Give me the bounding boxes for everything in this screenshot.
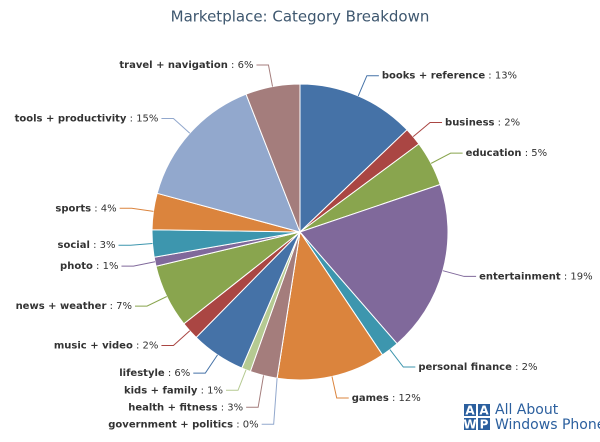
pie-slice <box>276 230 384 381</box>
category-label: kids + family <box>124 385 198 396</box>
value-label: : 0% <box>233 419 259 430</box>
category-label: sports <box>55 203 91 214</box>
data-label: health + fitness : 3% <box>128 402 243 413</box>
connector <box>412 122 443 138</box>
data-label: personal finance : 2% <box>418 362 537 373</box>
data-label: lifestyle : 6% <box>119 368 190 379</box>
data-label: travel + navigation : 6% <box>119 60 253 71</box>
data-label: news + weather : 7% <box>16 301 132 312</box>
category-label: tools + productivity <box>15 114 127 125</box>
logo-square <box>478 404 490 416</box>
category-label: games <box>352 393 389 404</box>
category-label: books + reference <box>382 71 485 82</box>
category-label: social <box>58 240 90 251</box>
logo-square <box>464 404 476 416</box>
data-label: tools + productivity : 15% <box>15 114 159 125</box>
value-label: : 1% <box>93 261 119 272</box>
logo-square <box>464 418 476 430</box>
connector <box>256 64 274 87</box>
connector <box>118 242 153 246</box>
connector <box>331 376 349 399</box>
logo-letter: A <box>479 404 489 418</box>
pie-slice <box>299 183 449 345</box>
value-label: : 2% <box>495 118 521 129</box>
connector <box>161 118 191 134</box>
data-label: music + video : 2% <box>54 340 159 351</box>
connector <box>389 349 416 368</box>
category-label: news + weather <box>16 301 107 312</box>
value-label: : 7% <box>106 301 132 312</box>
category-label: photo <box>60 261 93 272</box>
data-label: photo : 1% <box>60 261 118 272</box>
connector <box>442 270 477 277</box>
value-label: : 6% <box>228 60 254 71</box>
data-label: social : 3% <box>58 240 116 251</box>
value-label: : 2% <box>133 340 159 351</box>
value-label: : 19% <box>561 271 593 282</box>
category-label: entertainment <box>479 271 561 282</box>
category-label: lifestyle <box>119 368 165 379</box>
data-label: entertainment : 19% <box>479 271 593 282</box>
pie-slice <box>299 83 408 234</box>
logo-square <box>478 418 490 430</box>
value-label: : 4% <box>91 203 117 214</box>
category-label: music + video <box>54 340 133 351</box>
data-label: games : 12% <box>352 393 421 404</box>
logo-text: All About <box>495 402 559 418</box>
data-label: books + reference : 13% <box>382 71 517 82</box>
connector <box>261 378 278 425</box>
connector <box>430 152 463 164</box>
data-label: business : 2% <box>445 118 520 129</box>
data-label: government + politics : 0% <box>108 419 258 430</box>
connector <box>121 261 156 267</box>
connector <box>119 207 154 212</box>
logo: A A W P All About Windows Phone <box>463 402 600 433</box>
category-label: travel + navigation <box>119 60 227 71</box>
value-label: : 3% <box>90 240 116 251</box>
logo-letter: P <box>480 418 489 432</box>
value-label: : 1% <box>197 385 223 396</box>
value-label: : 3% <box>218 402 244 413</box>
connector <box>161 330 191 346</box>
data-label: education : 5% <box>466 148 548 159</box>
value-label: : 2% <box>512 362 538 373</box>
connector <box>193 354 218 374</box>
data-label: kids + family : 1% <box>124 385 223 396</box>
category-label: business <box>445 118 495 129</box>
category-label: health + fitness <box>128 402 217 413</box>
value-label: : 5% <box>522 148 548 159</box>
logo-letter: A <box>465 404 475 418</box>
chart-title: Marketplace: Category Breakdown <box>171 8 430 26</box>
value-label: : 12% <box>389 393 421 404</box>
pie-slice <box>245 83 301 233</box>
connector <box>134 296 168 307</box>
category-label: personal finance <box>418 362 512 373</box>
category-label: education <box>466 148 522 159</box>
value-label: : 15% <box>126 114 158 125</box>
logo-text: Windows Phone <box>495 417 600 433</box>
connector <box>246 375 265 408</box>
pie-slice <box>156 93 301 233</box>
data-label: sports : 4% <box>55 203 116 214</box>
category-label: government + politics <box>108 419 233 430</box>
connector <box>357 75 379 97</box>
value-label: : 13% <box>485 71 517 82</box>
logo-letter: W <box>463 418 476 432</box>
connector <box>226 369 247 391</box>
value-label: : 6% <box>165 368 191 379</box>
